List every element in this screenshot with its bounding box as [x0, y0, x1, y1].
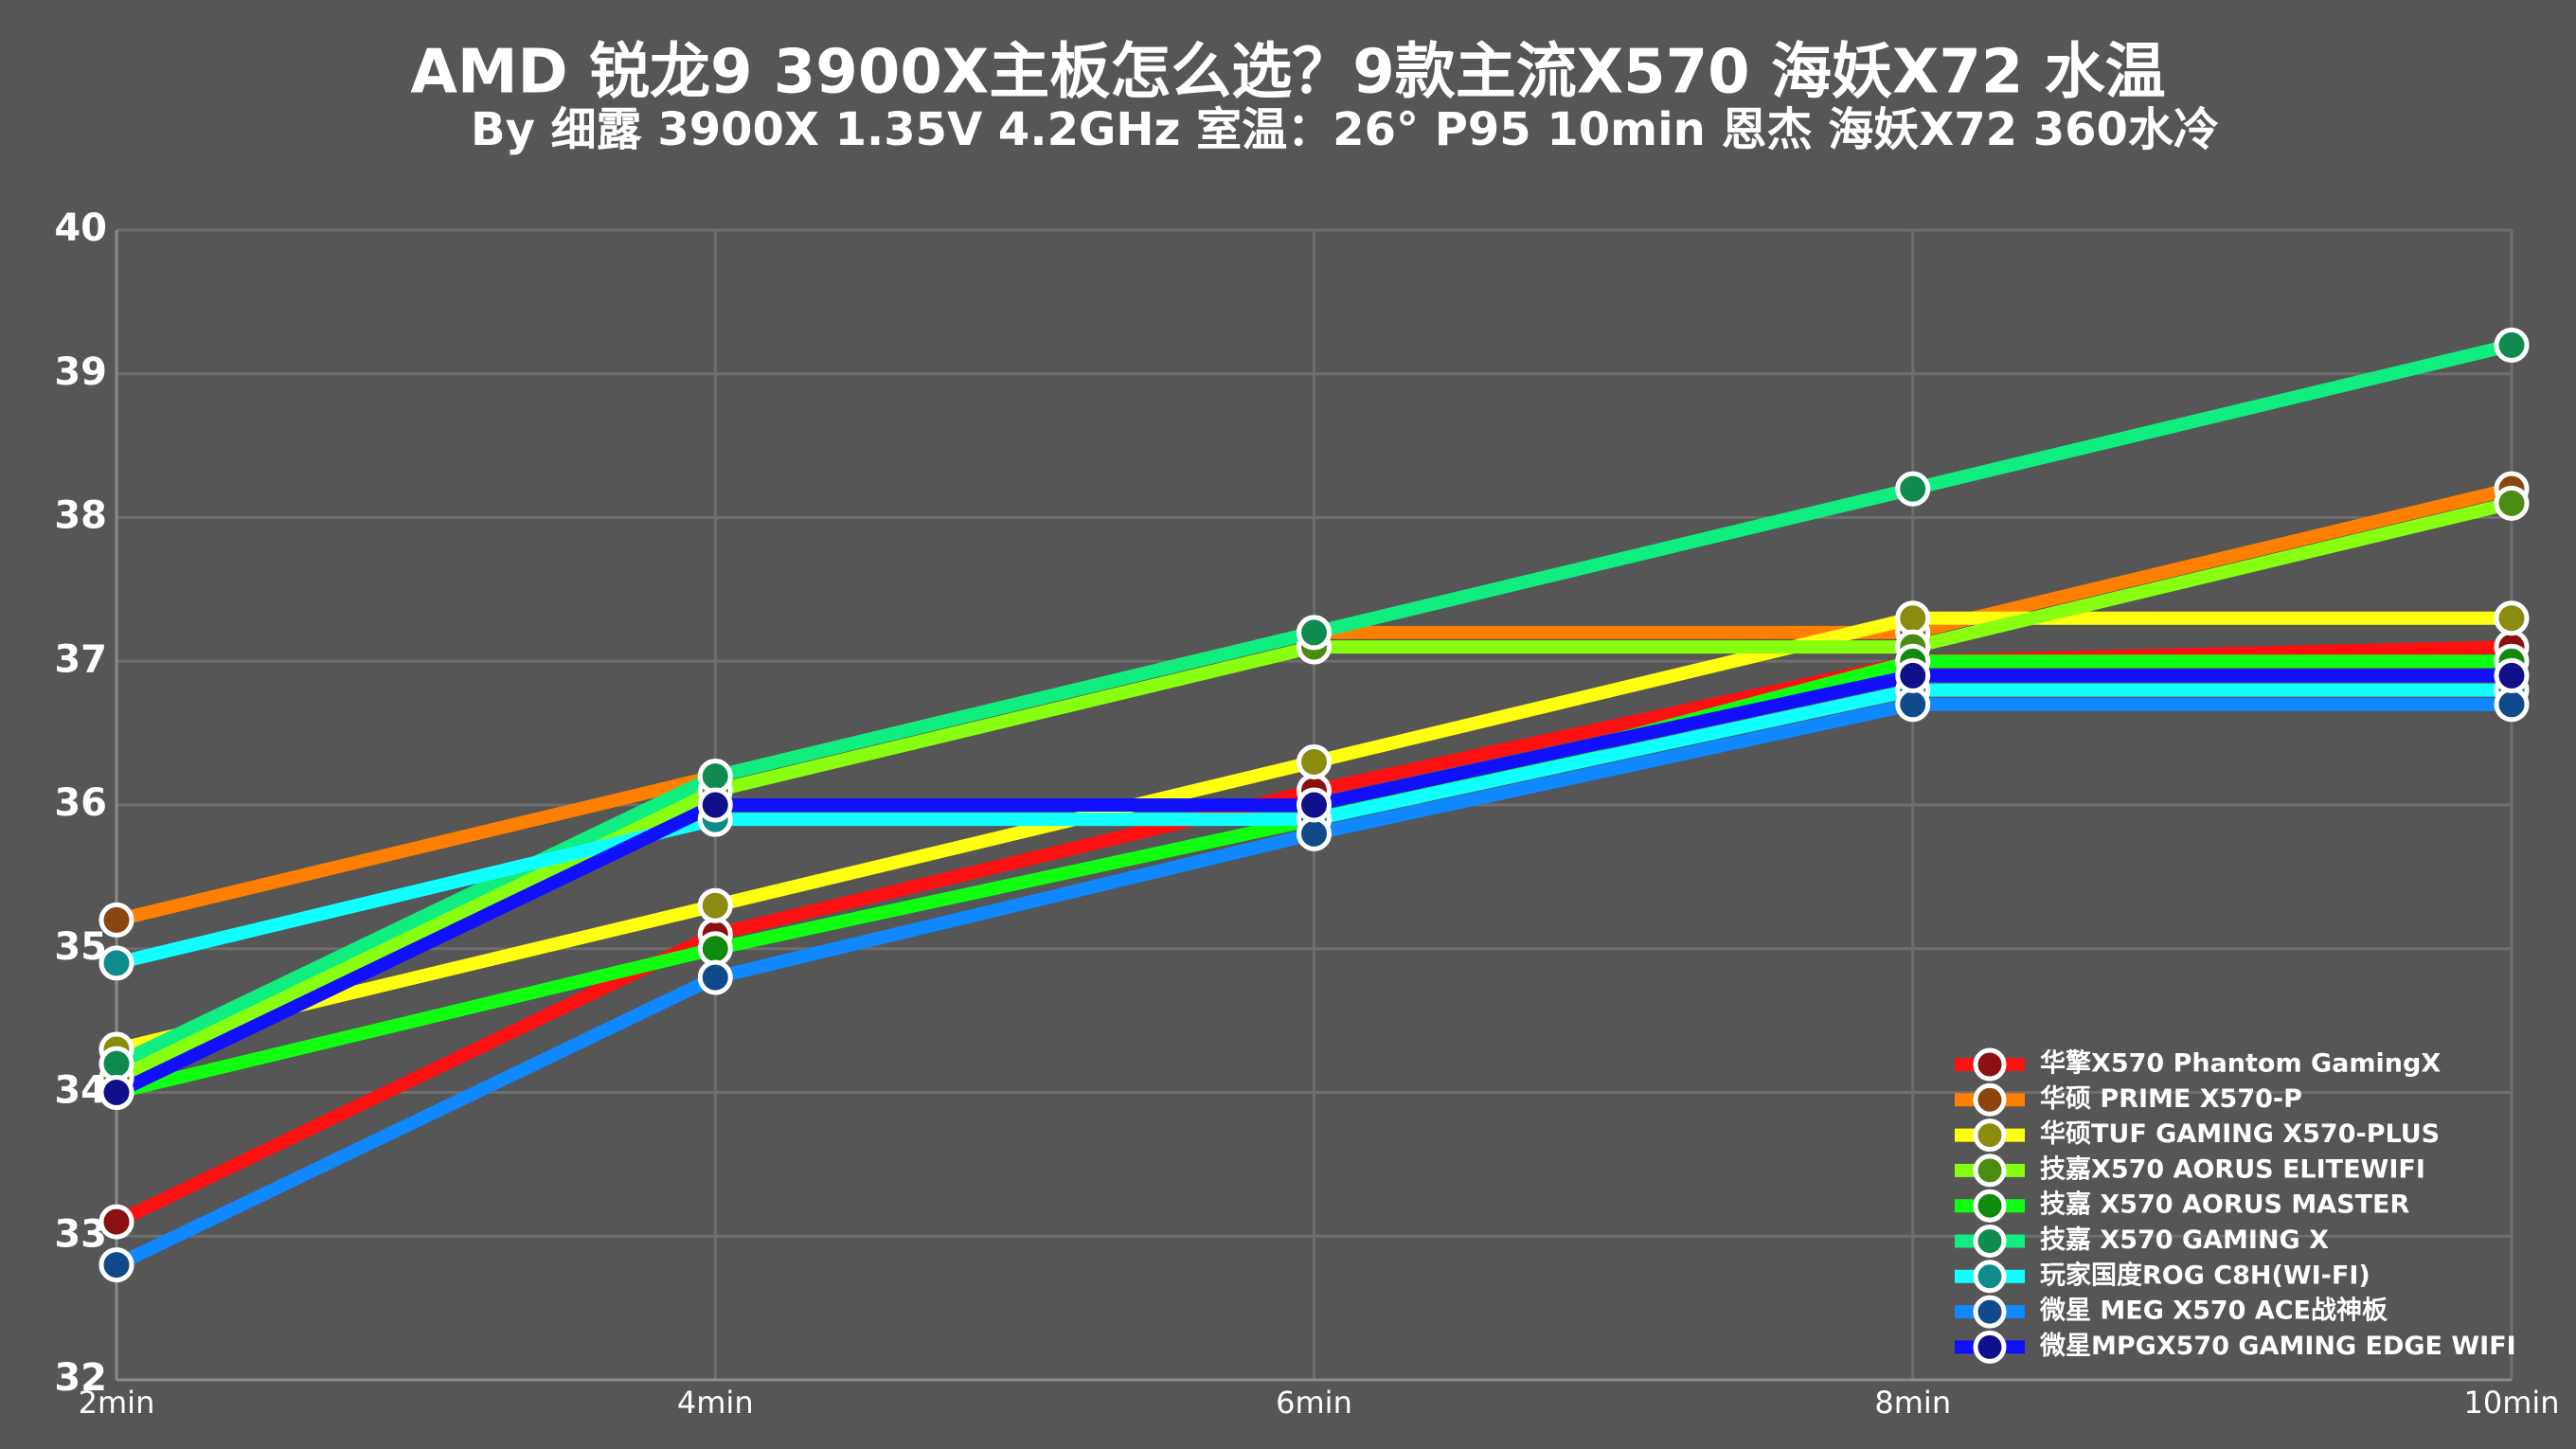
- data-point: [1297, 615, 1332, 651]
- data-point: [2494, 687, 2530, 723]
- data-point: [1895, 657, 1931, 693]
- data-point: [98, 1075, 134, 1110]
- data-point: [1297, 815, 1332, 851]
- data-point: [1297, 743, 1332, 779]
- y-tick-label: 36: [54, 781, 107, 825]
- data-point: [697, 759, 733, 795]
- data-point: [2494, 485, 2530, 521]
- legend-marker: [1973, 1118, 2007, 1153]
- data-point: [697, 959, 733, 995]
- data-point: [697, 887, 733, 923]
- x-tick-label: 4min: [677, 1385, 754, 1421]
- data-point: [2494, 327, 2530, 363]
- data-point: [98, 1247, 134, 1283]
- legend-marker: [1973, 1225, 2007, 1258]
- legend-marker: [1973, 1154, 2007, 1188]
- legend-label: 华硕TUF GAMING X570-PLUS: [2040, 1118, 2440, 1149]
- y-tick-label: 33: [54, 1212, 107, 1256]
- chart-subtitle: By 细露 3900X 1.35V 4.2GHz 室温：26° P95 10mi…: [471, 103, 2219, 156]
- legend-label: 技嘉X570 AORUS ELITEWIFI: [2040, 1154, 2425, 1184]
- data-point: [697, 931, 733, 967]
- x-tick-label: 10min: [2463, 1385, 2559, 1421]
- data-point: [1297, 787, 1332, 823]
- data-point: [1895, 471, 1931, 507]
- x-tick-label: 2min: [79, 1385, 155, 1421]
- legend-marker: [1973, 1295, 2007, 1329]
- chart-title: AMD 锐龙9 3900X主板怎么选？9款主流X570 海妖X72 水温: [410, 38, 2165, 108]
- legend-label: 技嘉 X570 AORUS MASTER: [2040, 1190, 2409, 1220]
- y-tick-label: 35: [54, 925, 107, 969]
- y-tick-label: 37: [54, 637, 107, 681]
- legend-marker: [1973, 1189, 2007, 1223]
- legend-marker: [1973, 1260, 2007, 1294]
- data-point: [697, 787, 733, 823]
- y-tick-label: 32: [54, 1356, 107, 1400]
- y-tick-label: 39: [54, 350, 107, 394]
- legend-label: 玩家国度ROG C8H(WI-FI): [2040, 1260, 2370, 1290]
- legend-label: 微星MPGX570 GAMING EDGE WIFI: [2039, 1332, 2516, 1361]
- data-point: [1895, 600, 1931, 636]
- y-tick-label: 40: [54, 206, 107, 250]
- legend-label: 技嘉 X570 GAMING X: [2040, 1225, 2329, 1255]
- data-point: [98, 902, 134, 938]
- x-tick-label: 8min: [1874, 1385, 1951, 1421]
- legend-marker: [1973, 1330, 2007, 1364]
- data-point: [98, 1046, 134, 1082]
- legend-marker: [1973, 1082, 2007, 1117]
- legend-marker: [1973, 1047, 2007, 1082]
- data-point: [98, 945, 134, 981]
- legend-label: 微星 MEG X570 ACE战神板: [2039, 1297, 2388, 1326]
- legend-label: 华硕 PRIME X570-P: [2040, 1083, 2302, 1114]
- data-point: [2494, 657, 2530, 693]
- data-point: [2494, 600, 2530, 636]
- y-tick-label: 34: [54, 1069, 107, 1113]
- y-tick-label: 38: [54, 494, 107, 538]
- x-tick-label: 6min: [1276, 1385, 1352, 1421]
- data-point: [1895, 687, 1931, 723]
- legend-label: 华擎X570 Phantom GamingX: [2040, 1048, 2441, 1079]
- data-point: [98, 1204, 134, 1240]
